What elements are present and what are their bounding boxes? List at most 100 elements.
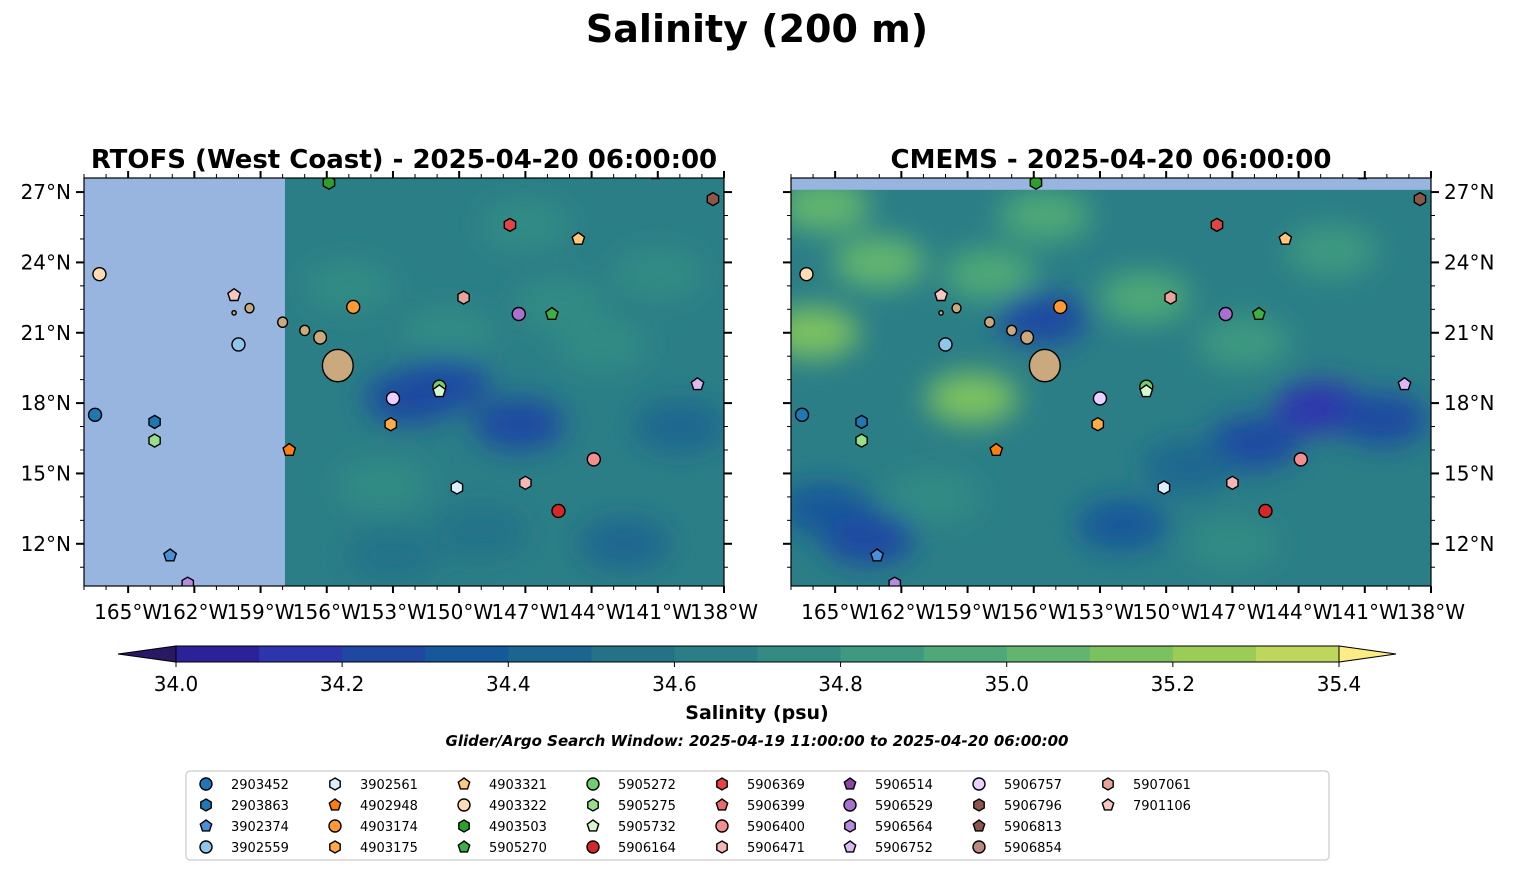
legend-label: 3902561 bbox=[360, 778, 418, 793]
float-3902561 bbox=[1157, 480, 1171, 495]
float-4903503 bbox=[1029, 178, 1043, 191]
salinity-feature bbox=[996, 292, 1089, 345]
salinity-feature bbox=[791, 189, 871, 233]
legend-marker-5906854 bbox=[972, 840, 986, 854]
legend-label: 5906757 bbox=[1004, 778, 1062, 793]
legend-marker-5905272 bbox=[586, 777, 600, 791]
legend-label: 5907061 bbox=[1133, 778, 1191, 793]
salinity-feature bbox=[335, 459, 428, 512]
float-5906400 bbox=[1293, 452, 1308, 467]
colorbar-tick-label: 34.6 bbox=[652, 672, 697, 696]
salinity-feature bbox=[1285, 224, 1378, 277]
y-tick-label: 27°N bbox=[21, 180, 71, 204]
legend-label: 4903174 bbox=[360, 820, 418, 835]
float-5906564 bbox=[888, 576, 902, 586]
colorbar-segment bbox=[342, 646, 426, 662]
float-4903322 bbox=[799, 266, 814, 282]
legend-marker-2903452 bbox=[199, 777, 213, 791]
legend-label: 3902559 bbox=[231, 841, 289, 856]
x-tick-label: 153°W bbox=[1066, 600, 1134, 624]
float-5906564 bbox=[181, 576, 195, 586]
float-5905275 bbox=[148, 433, 161, 448]
legend-label: 5906369 bbox=[747, 778, 805, 793]
colorbar-tick-label: 34.4 bbox=[486, 672, 531, 696]
float-4902948 bbox=[989, 442, 1004, 456]
salinity-feature bbox=[479, 198, 572, 251]
colorbar-segment bbox=[840, 646, 925, 662]
legend-marker-5906369 bbox=[716, 777, 728, 791]
x-tick-label: 147°W bbox=[1198, 600, 1266, 624]
float-5906752 bbox=[690, 376, 705, 391]
x-tick-label: 162°W bbox=[867, 600, 935, 624]
colorbar-segment bbox=[674, 646, 759, 662]
legend-label: 5906564 bbox=[875, 820, 933, 835]
x-tick-label: 141°W bbox=[624, 600, 692, 624]
y-tick-label: 12°N bbox=[21, 532, 71, 556]
legend-marker-5905270 bbox=[457, 840, 471, 853]
salinity-colorbar: 34.0 34.2 34.4 34.6 34.8 35.0 35.2 35.4 bbox=[117, 645, 1397, 696]
legend-label: 5906471 bbox=[747, 841, 805, 856]
float-7901106 bbox=[934, 287, 949, 302]
float-7901106 bbox=[227, 287, 242, 302]
island-hawaii bbox=[321, 348, 354, 383]
colorbar-extend-high bbox=[1338, 645, 1397, 663]
x-tick-label: 156°W bbox=[1000, 600, 1068, 624]
legend-label: 5906854 bbox=[1004, 841, 1062, 856]
legend-label: 5906399 bbox=[747, 799, 805, 814]
x-tick-label: 138°W bbox=[690, 600, 758, 624]
colorbar-segment bbox=[176, 646, 260, 662]
salinity-feature bbox=[943, 248, 1036, 301]
salinity-feature bbox=[302, 259, 395, 312]
float-5907061 bbox=[1164, 290, 1177, 305]
x-tick-label: 162°W bbox=[160, 600, 228, 624]
legend-marker-5906796 bbox=[973, 798, 985, 812]
float-5905270 bbox=[1251, 306, 1266, 320]
y-tick-label: 24°N bbox=[21, 250, 71, 274]
y-tick-label: 18°N bbox=[1444, 391, 1494, 415]
salinity-feature bbox=[512, 278, 605, 331]
float-3902374 bbox=[870, 548, 885, 562]
float-5906529 bbox=[1218, 306, 1233, 322]
panel-title: CMEMS - 2025-04-20 06:00:00 bbox=[891, 145, 1332, 175]
salinity-feature bbox=[633, 400, 724, 453]
float-5905275 bbox=[855, 433, 868, 448]
x-tick-label: 159°W bbox=[934, 600, 1002, 624]
legend-marker-3902559 bbox=[199, 840, 213, 854]
float-5906796 bbox=[1413, 191, 1427, 207]
x-tick-label: 141°W bbox=[1331, 600, 1399, 624]
float-5906796 bbox=[706, 191, 720, 207]
legend-marker-7901106 bbox=[1101, 798, 1115, 811]
colorbar-segment bbox=[591, 646, 676, 662]
float-4903174 bbox=[1053, 299, 1068, 315]
legend-label: 5905732 bbox=[618, 820, 676, 835]
y-tick-label: 12°N bbox=[1444, 532, 1494, 556]
float-5907061 bbox=[457, 290, 470, 305]
legend-label: 2903452 bbox=[231, 778, 289, 793]
float-5906757 bbox=[1092, 391, 1108, 406]
legend-marker-5907061 bbox=[1102, 777, 1114, 791]
map-frame bbox=[790, 177, 1432, 587]
map-area bbox=[791, 178, 1431, 586]
island-oahu bbox=[984, 316, 996, 329]
island-kauai bbox=[244, 302, 255, 314]
float-5905270 bbox=[544, 306, 559, 320]
salinity-feature bbox=[925, 372, 1018, 425]
x-tick-label: 156°W bbox=[293, 600, 361, 624]
colorbar-tick-label: 35.4 bbox=[1317, 672, 1362, 696]
island-maui bbox=[1020, 330, 1035, 345]
island-niihau bbox=[938, 309, 944, 316]
colorbar-segment bbox=[259, 646, 343, 662]
colorbar-extend-low bbox=[117, 645, 177, 663]
x-tick-label: 150°W bbox=[425, 600, 493, 624]
float-5906471 bbox=[1226, 475, 1239, 491]
legend-label: 4903503 bbox=[489, 820, 547, 835]
colorbar-segment bbox=[1006, 646, 1091, 662]
legend-marker-4903322 bbox=[457, 798, 471, 812]
float-4903175 bbox=[1091, 416, 1105, 432]
colorbar-tick-label: 34.2 bbox=[320, 672, 365, 696]
colorbar-label: Salinity (psu) bbox=[685, 702, 828, 724]
float-4903321 bbox=[1278, 231, 1293, 245]
salinity-feature bbox=[998, 189, 1091, 242]
salinity-field bbox=[791, 189, 1431, 586]
